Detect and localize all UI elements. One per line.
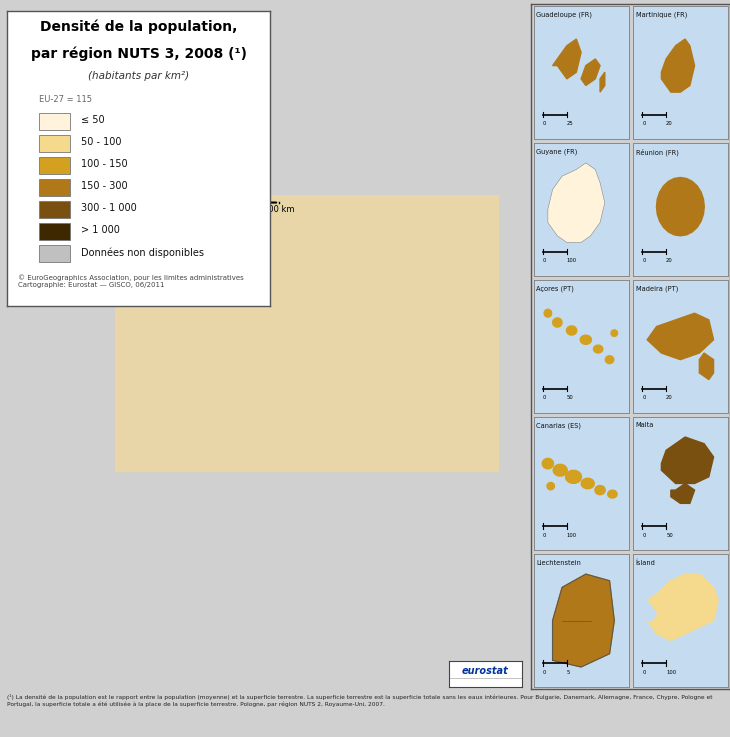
Text: 100 - 150: 100 - 150 xyxy=(81,159,128,169)
Text: Canarias (ES): Canarias (ES) xyxy=(537,422,582,429)
Polygon shape xyxy=(595,486,605,495)
Polygon shape xyxy=(699,353,713,380)
Polygon shape xyxy=(566,326,577,335)
Text: 100: 100 xyxy=(567,259,577,263)
Polygon shape xyxy=(581,59,600,85)
Text: 0: 0 xyxy=(543,259,547,263)
Text: 20: 20 xyxy=(666,396,673,400)
Text: 100: 100 xyxy=(567,533,577,537)
Polygon shape xyxy=(642,574,718,640)
Text: 0: 0 xyxy=(543,670,547,674)
Text: Liechtenstein: Liechtenstein xyxy=(537,559,581,565)
Polygon shape xyxy=(671,483,694,503)
Polygon shape xyxy=(566,470,582,483)
Polygon shape xyxy=(611,330,618,336)
Text: Madeira (PT): Madeira (PT) xyxy=(636,285,678,292)
Text: 0: 0 xyxy=(642,259,646,263)
Text: Guadeloupe (FR): Guadeloupe (FR) xyxy=(537,11,593,18)
Text: Réunion (FR): Réunion (FR) xyxy=(636,148,679,156)
Polygon shape xyxy=(600,72,604,92)
Text: 25: 25 xyxy=(567,122,574,126)
Text: 20: 20 xyxy=(666,122,673,126)
Polygon shape xyxy=(547,483,555,490)
Text: Martinique (FR): Martinique (FR) xyxy=(636,11,687,18)
Text: > 1 000: > 1 000 xyxy=(81,226,120,235)
Text: Açores (PT): Açores (PT) xyxy=(537,285,575,292)
Text: 600 km: 600 km xyxy=(264,205,295,214)
Polygon shape xyxy=(553,39,581,79)
Text: Malta: Malta xyxy=(636,422,654,428)
Polygon shape xyxy=(661,437,713,483)
Text: 0: 0 xyxy=(201,205,207,214)
Text: par région NUTS 3, 2008 (¹): par région NUTS 3, 2008 (¹) xyxy=(31,46,247,61)
Polygon shape xyxy=(581,478,594,489)
Polygon shape xyxy=(580,335,591,344)
FancyBboxPatch shape xyxy=(39,113,70,130)
Polygon shape xyxy=(647,313,713,360)
Polygon shape xyxy=(548,163,604,242)
Text: 0: 0 xyxy=(543,122,547,126)
Text: 0: 0 xyxy=(642,122,646,126)
Text: 20: 20 xyxy=(666,259,673,263)
FancyBboxPatch shape xyxy=(39,201,70,218)
Text: 50: 50 xyxy=(567,396,574,400)
Text: 150 - 300: 150 - 300 xyxy=(81,181,128,191)
Text: Guyane (FR): Guyane (FR) xyxy=(537,148,578,155)
Text: Densité de la population,: Densité de la population, xyxy=(40,20,237,35)
Text: EU-27 = 115: EU-27 = 115 xyxy=(39,95,92,104)
Text: Ísland: Ísland xyxy=(636,559,656,566)
FancyBboxPatch shape xyxy=(39,157,70,174)
FancyBboxPatch shape xyxy=(39,135,70,152)
Polygon shape xyxy=(605,356,614,363)
Polygon shape xyxy=(553,574,614,667)
Text: © EuroGeographics Association, pour les limites administratives
Cartographie: Eu: © EuroGeographics Association, pour les … xyxy=(18,274,244,288)
Polygon shape xyxy=(656,178,704,236)
Polygon shape xyxy=(542,458,553,469)
Text: ≤ 50: ≤ 50 xyxy=(81,115,104,125)
Text: eurostat: eurostat xyxy=(462,666,509,676)
Text: 50: 50 xyxy=(666,533,673,537)
Text: 0: 0 xyxy=(642,533,646,537)
FancyBboxPatch shape xyxy=(39,245,70,262)
Polygon shape xyxy=(115,195,498,471)
Polygon shape xyxy=(553,464,567,476)
Text: 0: 0 xyxy=(543,533,547,537)
Polygon shape xyxy=(607,490,617,498)
Text: (¹) La densité de la population est le rapport entre la population (moyenne) et : (¹) La densité de la population est le r… xyxy=(7,694,712,707)
FancyBboxPatch shape xyxy=(39,179,70,196)
Polygon shape xyxy=(553,318,562,327)
Text: 100: 100 xyxy=(666,670,676,674)
Polygon shape xyxy=(661,39,694,92)
Text: 300 - 1 000: 300 - 1 000 xyxy=(81,203,137,213)
Text: 0: 0 xyxy=(543,396,547,400)
Polygon shape xyxy=(544,310,552,317)
Text: 50 - 100: 50 - 100 xyxy=(81,137,121,147)
Text: 5: 5 xyxy=(567,670,570,674)
Text: Données non disponibles: Données non disponibles xyxy=(81,247,204,258)
Text: 0: 0 xyxy=(642,396,646,400)
FancyBboxPatch shape xyxy=(39,223,70,240)
Polygon shape xyxy=(642,601,657,621)
Text: (habitants par km²): (habitants par km²) xyxy=(88,71,189,82)
Text: 0: 0 xyxy=(642,670,646,674)
Polygon shape xyxy=(593,345,603,353)
